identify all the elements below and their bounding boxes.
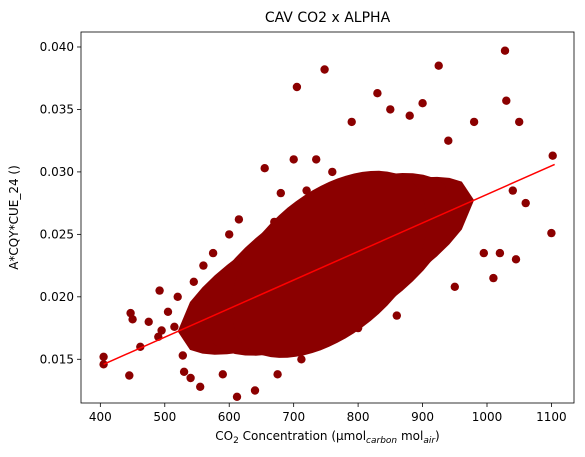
y-tick-label-2: 0.025 [40, 227, 74, 241]
data-point-55 [521, 198, 530, 208]
x-axis-label-subscript-carbon: carbon [366, 436, 397, 446]
data-point-24 [250, 386, 260, 395]
x-tick-label-400: 400 [89, 410, 112, 424]
data-point-27 [273, 370, 282, 379]
data-point-42 [418, 99, 427, 108]
data-point-18 [199, 261, 208, 270]
data-point-20 [218, 370, 227, 379]
y-tick-label-5: 0.040 [40, 40, 74, 54]
data-point-54 [515, 117, 524, 127]
data-point-50 [500, 46, 510, 55]
x-tick-label-900: 900 [411, 410, 434, 424]
data-point-51 [502, 96, 511, 105]
data-points [99, 46, 557, 401]
y-axis-ticks: 0.015 0.020 0.025 0.030 0.035 0.040 [40, 40, 81, 366]
data-point-15 [186, 373, 195, 383]
x-tick-label-1000: 1000 [472, 410, 503, 424]
data-point-35 [328, 167, 337, 177]
data-point-52 [508, 186, 517, 195]
data-point-30 [292, 82, 302, 92]
data-point-39 [386, 105, 395, 114]
y-tick-label-3: 0.030 [40, 165, 74, 179]
data-point-38 [373, 89, 382, 98]
data-point-47 [479, 248, 488, 258]
data-point-9 [157, 326, 166, 335]
data-point-28 [276, 188, 285, 198]
data-point-25 [260, 164, 269, 173]
data-point-10 [163, 307, 173, 316]
y-axis-label: A*CQY*CUE_24 () [7, 165, 21, 270]
data-point-14 [179, 367, 189, 376]
data-point-16 [189, 277, 198, 286]
data-point-4 [128, 315, 137, 324]
data-point-32 [302, 186, 311, 195]
x-axis-ticks: 400 500 600 700 800 900 1000 1100 [89, 403, 567, 424]
y-tick-label-1: 0.020 [40, 290, 74, 304]
data-point-53 [511, 255, 521, 264]
data-point-43 [434, 61, 443, 70]
data-point-48 [489, 273, 498, 283]
data-point-2 [125, 371, 134, 380]
data-point-37 [353, 323, 363, 333]
data-point-49 [495, 248, 505, 258]
regression-line [103, 163, 555, 365]
y-tick-label-0: 0.015 [40, 352, 74, 366]
data-point-40 [392, 311, 401, 320]
x-axis-label: CO2 Concentration (μmolcarbon molair) [215, 429, 439, 446]
point-cloud [177, 170, 475, 358]
chart-title: CAV CO2 x ALPHA [265, 10, 391, 26]
data-point-8 [155, 286, 164, 295]
data-point-13 [178, 351, 187, 360]
data-point-23 [234, 215, 244, 224]
data-point-19 [208, 248, 218, 258]
x-axis-label-main: Concentration (μmol [239, 429, 366, 443]
data-point-22 [232, 392, 242, 401]
data-point-21 [225, 230, 234, 239]
data-point-34 [320, 65, 329, 74]
data-point-33 [312, 155, 321, 164]
data-point-45 [450, 282, 459, 291]
data-point-31 [297, 355, 306, 364]
x-axis-label-prefix-subscript: 2 [233, 436, 239, 446]
x-tick-label-600: 600 [218, 410, 241, 424]
data-point-1 [99, 352, 108, 361]
data-point-56 [547, 228, 556, 238]
x-tick-label-700: 700 [282, 410, 305, 424]
data-point-41 [405, 111, 414, 120]
data-point-12 [173, 292, 182, 301]
data-point-29 [289, 155, 298, 164]
fit-line [103, 163, 555, 365]
x-tick-label-1100: 1100 [536, 410, 567, 424]
data-point-17 [196, 382, 205, 391]
plot-frame [80, 31, 575, 404]
data-point-36 [347, 117, 356, 127]
x-axis-label-subscript-air: air [423, 436, 436, 446]
x-tick-label-800: 800 [347, 410, 370, 424]
y-tick-label-4: 0.035 [40, 102, 74, 116]
x-axis-label-suffix: ) [435, 429, 440, 443]
data-point-26 [270, 217, 279, 227]
data-point-46 [469, 117, 479, 127]
x-tick-label-500: 500 [153, 410, 176, 424]
data-point-6 [144, 317, 153, 326]
data-point-44 [444, 136, 453, 145]
x-axis-label-prefix: CO [215, 429, 233, 443]
data-point-57 [548, 151, 557, 160]
x-axis-label-mid: mol [397, 429, 423, 443]
data-point-11 [170, 322, 179, 331]
